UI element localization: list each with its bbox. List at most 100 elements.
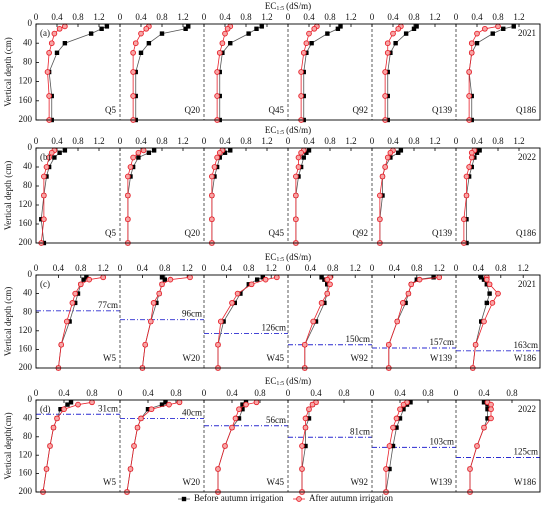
x-tick-label: 0.4 [305,263,317,273]
x-tick-label: 0.4 [219,12,231,22]
marker-after [69,300,76,306]
marker-before [397,416,403,421]
x-tick-label: 0.8 [156,12,168,22]
marker-before [159,402,165,407]
marker-after [142,341,149,348]
marker-after [44,69,51,75]
marker-after [318,300,325,306]
marker-after [72,290,79,297]
x-tick-label: 0.8 [240,12,252,22]
x-tick-label: 0.4 [135,136,147,146]
x-axis-title-base: EC [265,376,277,386]
marker-after [132,40,139,47]
y-tick-label: 120 [19,76,33,86]
y-tick-label: 0 [28,18,33,28]
panel-name: W20 [183,353,201,363]
panel-name: W186 [514,477,536,487]
marker-after [156,290,163,297]
x-tick-label: 1.2 [345,136,356,146]
marker-after [222,30,228,37]
panel-label: (b) [40,152,51,162]
x-tick-label: 1.2 [345,12,356,22]
y-axis-title: Vertical depth (cm) [3,37,13,106]
x-tick-label: 1.2 [434,263,445,273]
x-tick-label: 0.4 [471,12,483,22]
panel-name: Q5 [105,105,116,115]
marker-after [408,281,415,288]
marker-before [501,26,506,31]
profile-line [303,26,341,120]
x-tick-label: 1.2 [177,12,188,22]
panel-name: W5 [103,353,116,363]
marker-after [234,290,241,297]
panel-name: Q45 [269,228,285,238]
marker-before [408,400,413,405]
x-tick-label: 0.4 [394,388,406,398]
marker-before [88,31,94,36]
x-tick-label: 1.2 [93,136,104,146]
marker-after [77,281,84,288]
marker-after [495,23,501,30]
y-tick-label: 40 [23,412,33,422]
x-tick-label: 1.2 [261,136,272,146]
panel-name: Q186 [516,105,536,115]
marker-before [57,150,62,155]
marker-after [298,69,304,75]
marker-after [224,25,231,32]
marker-after [147,318,154,325]
x-axis-title-unit: (dS/m) [286,376,311,386]
marker-after [395,25,402,32]
x-axis-title-unit: (dS/m) [286,1,311,11]
y-tick-label: 80 [23,56,33,66]
marker-after [43,164,50,170]
threshold-label: 103cm [430,436,455,446]
x-tick-label: 0.4 [389,263,401,273]
marker-after [222,443,228,449]
marker-after [384,49,391,56]
marker-after [301,341,308,348]
x-axis-title: EC1:5 (dS/m) [265,376,311,387]
marker-after [219,40,226,47]
marker-after [466,93,472,99]
marker-after [400,401,407,408]
marker-after [134,424,141,431]
threshold-label: 56cm [266,415,286,425]
marker-after [140,147,147,154]
marker-after [463,173,470,180]
y-tick-label: 200 [19,486,33,496]
marker-after [232,415,239,422]
y-tick-label: 40 [23,288,33,298]
marker-after [293,192,299,199]
marker-after [474,443,480,449]
marker-after [63,318,70,325]
marker-before [338,24,343,29]
y-tick-label: 40 [23,161,33,171]
marker-after [46,49,52,56]
marker-after [306,30,312,37]
threshold-label: 163cm [514,340,539,350]
marker-before [65,402,70,407]
panel-name: W139 [430,477,452,487]
marker-after [130,93,136,99]
marker-after [62,23,68,30]
marker-before [186,24,191,29]
x-tick-label: 0.8 [506,388,518,398]
marker-after [209,216,215,223]
marker-after [386,443,393,449]
x-tick-label: 0.4 [51,12,63,22]
marker-after [299,443,305,449]
x-axis-title-sub: 1:5 [276,257,284,263]
marker-after [481,318,487,325]
x-tick-label: 0 [202,12,207,22]
marker-after [216,149,223,156]
x-tick-label: 0.8 [75,263,87,273]
threshold-label: 96cm [182,309,202,319]
x-tick-label: 0 [34,388,39,398]
x-axis-title-sub: 1:5 [276,130,284,136]
x-tick-label: 0.4 [51,136,63,146]
marker-after [214,93,220,99]
x-tick-label: 0.8 [495,263,507,273]
x-tick-label: 0 [454,136,459,146]
marker-after [229,300,235,306]
